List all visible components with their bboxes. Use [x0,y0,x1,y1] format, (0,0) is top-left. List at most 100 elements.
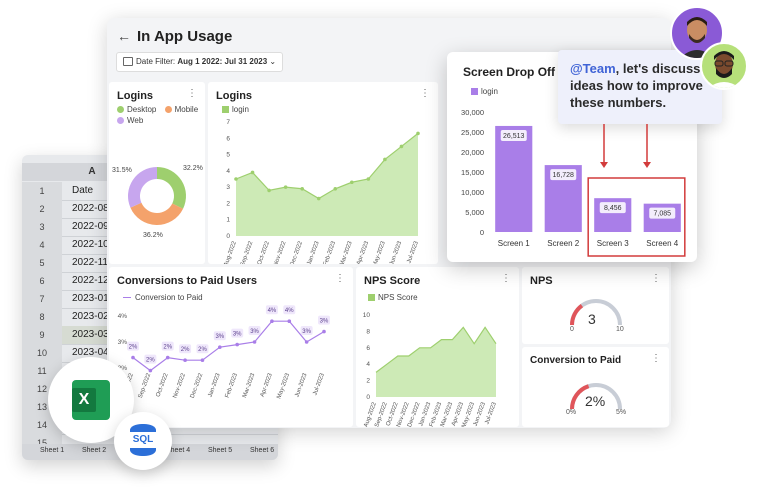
sql-label: SQL [124,432,162,448]
row-number[interactable]: 5 [22,254,62,272]
point-label-bg [213,331,226,341]
more-options-icon[interactable]: ⋮ [335,273,345,284]
sheet-tab[interactable]: Sheet 1 [40,447,65,454]
legend-label: NPS Score [378,293,418,302]
legend-label: login [232,105,249,114]
y-tick-label: 3% [118,339,128,346]
row-number[interactable]: 4 [22,236,62,254]
sheet-cell[interactable]: 2023-01-01 [72,293,124,304]
point-label-bg [179,344,192,354]
row-number[interactable]: 6 [22,272,62,290]
point-label-bg [248,326,261,335]
sheet-tab[interactable]: Sheet 4 [166,447,191,454]
sheet-cell[interactable]: 2022-12-01 [72,275,124,286]
sheet-cell[interactable]: 2022-08-01 [72,203,124,214]
row-number[interactable]: 14 [22,416,62,434]
point-label: 3% [250,329,259,335]
row-number[interactable]: 3 [22,218,62,236]
chevron-down-icon: ⌄ [269,57,277,66]
legend-swatch-icon [222,106,229,114]
y-tick-label: 2 [226,200,230,207]
y-tick-label: 10,000 [461,188,484,197]
conversions-legend: Conversion to Paid [123,293,203,302]
more-options-icon[interactable]: ⋮ [651,353,661,364]
back-arrow-icon[interactable]: ← [117,28,131,44]
conversion-gauge-max: 5% [616,409,627,416]
legend-swatch-icon [368,294,375,302]
legend-label: login [481,87,498,96]
x-tick-label: Screen 1 [498,239,531,248]
row-number[interactable]: 9 [22,326,62,344]
area-fill [376,327,496,397]
sheet-cell[interactable]: 2023-03-01 [72,329,124,340]
point-label: 2% [198,347,207,353]
data-point [287,319,292,323]
sheet-cell[interactable]: 2022-11-01 [72,257,123,268]
gauge-fill [570,384,590,410]
row-number[interactable]: 7 [22,290,62,308]
more-options-icon[interactable]: ⋮ [501,273,511,284]
mention-tag[interactable]: @Team [570,61,616,76]
sheet-tab[interactable]: Sheet 2 [82,447,107,454]
sheet-cell[interactable]: 2023-04-01 [72,347,124,358]
y-tick-label: 0 [480,228,484,237]
point-label-bg [127,341,139,351]
bar-value-bg [550,169,577,181]
sheet-tab[interactable]: Sheet 5 [208,447,233,454]
y-tick-label: 0 [226,233,230,240]
sheet-cell[interactable]: 2022-09-01 [72,221,124,232]
legend-item-mobile: Mobile [164,105,198,114]
bar-value-bg [649,207,676,219]
nps-score-legend: NPS Score [368,293,418,302]
row-number[interactable]: 1 [22,182,62,200]
data-point [148,368,153,373]
nps-gauge-title: NPS [530,275,553,287]
sheet-cell[interactable]: 2023-02-01 [72,311,124,322]
comment-bubble[interactable]: @Team, let's discuss ideas how to improv… [558,50,722,124]
data-point [300,186,304,191]
x-tick-label: Mar-2023 [339,240,354,264]
nps-area-chart: 1086420Aug-2022Sep-2022Oct-2022Nov-2022D… [363,312,498,427]
more-options-icon[interactable]: ⋮ [420,88,430,99]
date-filter-dropdown[interactable]: Date Filter: Aug 1 2022: Jul 31 2023 ⌄ [116,52,284,72]
bar-value-bg [599,202,626,214]
bar-screen-1 [495,125,533,232]
row-number[interactable]: 10 [22,344,62,362]
column-a-header[interactable]: A [88,166,96,177]
point-label: 2% [146,358,155,364]
y-tick-label: 5,000 [465,208,484,217]
x-tick-label: Oct-2022 [257,240,271,264]
data-point [252,340,257,344]
logins-area-legend: login [222,105,249,114]
y-tick-label: 6 [226,135,230,142]
dashboard-window: ← In App Usage Date Filter: Aug 1 2022: … [107,18,671,428]
legend-line-icon [123,297,131,299]
x-tick-label: Screen 4 [646,239,679,248]
data-point [416,131,420,136]
series-line [132,320,325,372]
bar-value-label: 8,456 [604,205,622,212]
logins-area-title: Logins [216,90,253,102]
point-label-bg [144,354,157,364]
row-number[interactable]: 2 [22,200,62,218]
row-number[interactable]: 11 [22,362,62,380]
x-tick-label: Apr-2023 [356,240,370,264]
point-label: 2% [181,347,190,353]
row-number[interactable]: 8 [22,308,62,326]
y-tick-label: 10 [363,312,371,319]
avatar-user-2[interactable] [700,42,748,90]
x-tick-label: Sep-2022 [240,240,255,264]
legend-swatch-icon [471,88,478,96]
data-point [270,319,274,323]
pie-label: 36.2% [143,232,163,239]
sheet-tab[interactable]: Sheet 6 [250,447,275,454]
sheet-cell[interactable]: 2022-10-01 [72,239,124,250]
point-label: 2% [129,345,138,351]
more-options-icon[interactable]: ⋮ [651,273,661,284]
x-tick-label: Nov-2022 [273,240,288,264]
sheet-cell[interactable]: Date [72,185,94,196]
x-tick-label: Jul-2023 [312,372,326,396]
more-options-icon[interactable]: ⋮ [187,88,197,99]
nps-gauge-value: 3 [588,311,596,327]
data-point [322,329,326,334]
